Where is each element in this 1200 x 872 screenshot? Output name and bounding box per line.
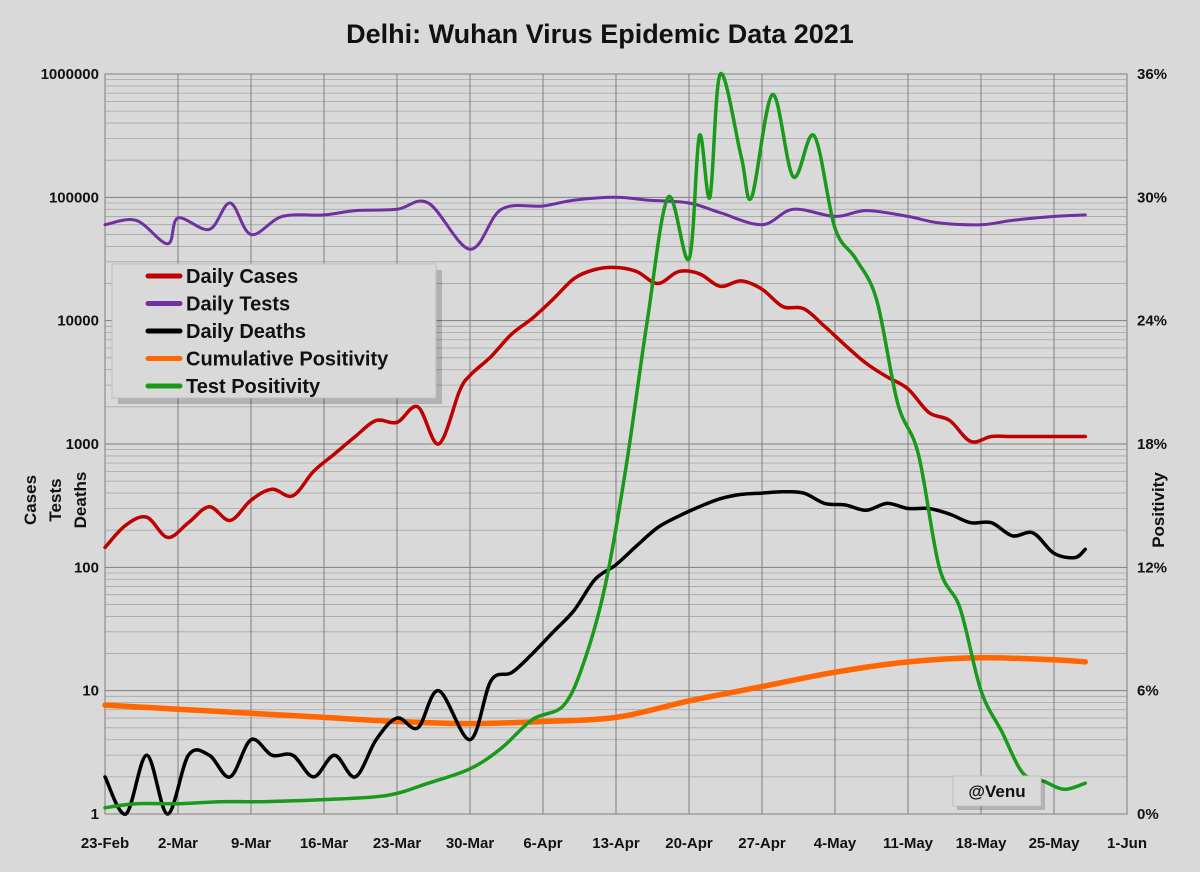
y-left-tick-label: 1000000 [41, 66, 99, 83]
x-axis-ticks: 23-Feb 2-Mar 9-Mar 16-Mar 23-Mar 30-Mar 6-Apr 1… [81, 835, 1147, 852]
series-lines [102, 72, 1089, 816]
x-tick-label: 23-Feb [81, 835, 129, 852]
y-right-tick-label: 0% [1137, 806, 1159, 823]
series-line-daily-cases [103, 265, 1088, 550]
x-tick-label: 13-Apr [592, 835, 640, 852]
y-left-label-cases: Cases [21, 475, 40, 525]
y-right-tick-label: 36% [1137, 66, 1167, 83]
y-right-tick-label: 12% [1137, 559, 1167, 576]
y-left-label-deaths: Deaths [71, 472, 90, 529]
y-left-tick-label: 1 [91, 806, 99, 823]
y-left-tick-label: 100000 [49, 189, 99, 206]
x-tick-label: 27-Apr [738, 835, 786, 852]
series-line-test-positivity [103, 72, 1088, 810]
x-tick-label: 11-May [883, 835, 934, 852]
series-line-cumulative-positivity [102, 654, 1089, 727]
x-tick-label: 20-Apr [665, 835, 713, 852]
credit-text: @Venu [968, 782, 1025, 801]
x-tick-label: 23-Mar [373, 835, 422, 852]
y-left-tick-label: 100 [74, 559, 99, 576]
x-tick-label: 4-May [814, 835, 857, 852]
y-right-tick-label: 30% [1137, 189, 1167, 206]
series-line-daily-tests [103, 195, 1087, 251]
x-tick-label: 25-May [1029, 835, 1081, 852]
legend-label-daily-deaths: Daily Deaths [186, 321, 306, 343]
x-tick-label: 30-Mar [446, 835, 495, 852]
legend-label-cumulative-positivity: Cumulative Positivity [186, 349, 389, 371]
x-tick-label: 6-Apr [523, 835, 562, 852]
credit-box: @Venu [952, 775, 1045, 810]
legend: Daily Cases Daily Tests Daily Deaths Cumula… [111, 263, 442, 404]
y-left-label-tests: Tests [46, 478, 65, 521]
x-tick-label: 16-Mar [300, 835, 349, 852]
y-right-label: Positivity [1149, 472, 1168, 548]
chart-title: Delhi: Wuhan Virus Epidemic Data 2021 [346, 19, 854, 49]
y-right-tick-label: 24% [1137, 313, 1167, 330]
legend-label-daily-tests: Daily Tests [186, 294, 290, 316]
y-right-tick-label: 6% [1137, 683, 1159, 700]
x-tick-label: 2-Mar [158, 835, 198, 852]
legend-label-daily-cases: Daily Cases [186, 266, 298, 288]
left-axis-ticks: 1 10 100 1000 10000 100000 1000000 [41, 66, 99, 823]
x-tick-label: 9-Mar [231, 835, 271, 852]
right-axis-ticks: 0% 6% 12% 18% 24% 30% 36% [1137, 66, 1167, 823]
y-left-tick-label: 1000 [66, 436, 99, 453]
legend-label-test-positivity: Test Positivity [186, 376, 321, 398]
y-left-tick-label: 10 [82, 683, 99, 700]
y-right-tick-label: 18% [1137, 436, 1167, 453]
x-tick-label: 1-Jun [1107, 835, 1147, 852]
y-left-tick-label: 10000 [57, 313, 99, 330]
x-tick-label: 18-May [956, 835, 1008, 852]
